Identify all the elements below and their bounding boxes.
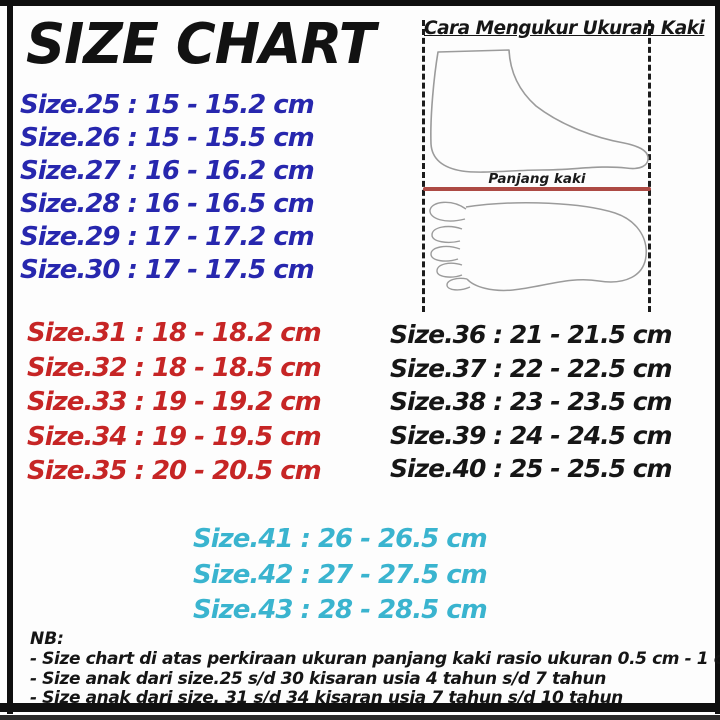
foot-length-label: Panjang kaki xyxy=(488,171,586,187)
frame-top xyxy=(0,0,720,6)
note-line-age-7-10: - Size anak dari size. 31 s/d 34 kisaran… xyxy=(30,688,623,708)
note-line-ratio: - Size chart di atas perkiraan ukuran pa… xyxy=(30,649,720,669)
size-row-26: Size.26 : 15 - 15.5 cm xyxy=(20,123,315,153)
footprint-drawing xyxy=(429,201,647,292)
size-row-34: Size.34 : 19 - 19.5 cm xyxy=(27,421,322,452)
dashed-guide-right xyxy=(648,20,651,312)
note-line-age-4-7: - Size anak dari size.25 s/d 30 kisaran … xyxy=(30,668,606,689)
size-group-36-40: Size.36 : 21 - 21.5 cm Size.37 : 22 - 22… xyxy=(390,318,673,486)
size-group-25-30: Size.25 : 15 - 15.2 cm Size.26 : 15 - 15… xyxy=(20,89,315,287)
size-row-42: Size.42 : 27 - 27.5 cm xyxy=(193,559,488,590)
size-row-25: Size.25 : 15 - 15.2 cm xyxy=(20,90,315,120)
frame-right xyxy=(715,0,720,714)
size-row-32: Size.32 : 18 - 18.5 cm xyxy=(27,352,322,383)
notes-block: NB: - Size chart di atas perkiraan ukura… xyxy=(30,629,720,709)
size-row-38: Size.38 : 23 - 23.5 cm xyxy=(390,387,673,416)
foot-side-profile-drawing xyxy=(430,49,649,173)
size-row-37: Size.37 : 22 - 22.5 cm xyxy=(390,353,673,383)
size-row-31: Size.31 : 18 - 18.2 cm xyxy=(27,318,322,348)
size-row-27: Size.27 : 16 - 16.2 cm xyxy=(20,156,315,186)
size-row-43: Size.43 : 28 - 28.5 cm xyxy=(193,595,488,625)
size-row-35: Size.35 : 20 - 20.5 cm xyxy=(27,456,322,486)
frame-bottom xyxy=(0,703,720,712)
size-row-28: Size.28 : 16 - 16.5 cm xyxy=(20,189,315,219)
page-title: SIZE CHART xyxy=(26,12,376,77)
size-group-41-43: Size.41 : 26 - 26.5 cm Size.42 : 27 - 27… xyxy=(193,522,488,629)
size-row-39: Size.39 : 24 - 24.5 cm xyxy=(390,420,673,450)
size-row-40: Size.40 : 25 - 25.5 cm xyxy=(390,454,673,483)
frame-left xyxy=(7,0,13,714)
size-row-41: Size.41 : 26 - 26.5 cm xyxy=(193,524,488,554)
measure-panel-title: Cara Mengukur Ukuran Kaki xyxy=(424,18,705,39)
size-row-30: Size.30 : 17 - 17.5 cm xyxy=(20,255,315,285)
notes-heading: NB: xyxy=(30,629,64,649)
dashed-guide-left xyxy=(422,20,425,312)
frame-bottom-edge xyxy=(0,715,720,720)
foot-length-line xyxy=(423,187,651,191)
size-row-36: Size.36 : 21 - 21.5 cm xyxy=(390,320,673,349)
size-row-33: Size.33 : 19 - 19.2 cm xyxy=(27,387,322,417)
size-group-31-35: Size.31 : 18 - 18.2 cm Size.32 : 18 - 18… xyxy=(27,316,322,489)
size-row-29: Size.29 : 17 - 17.2 cm xyxy=(20,222,315,252)
